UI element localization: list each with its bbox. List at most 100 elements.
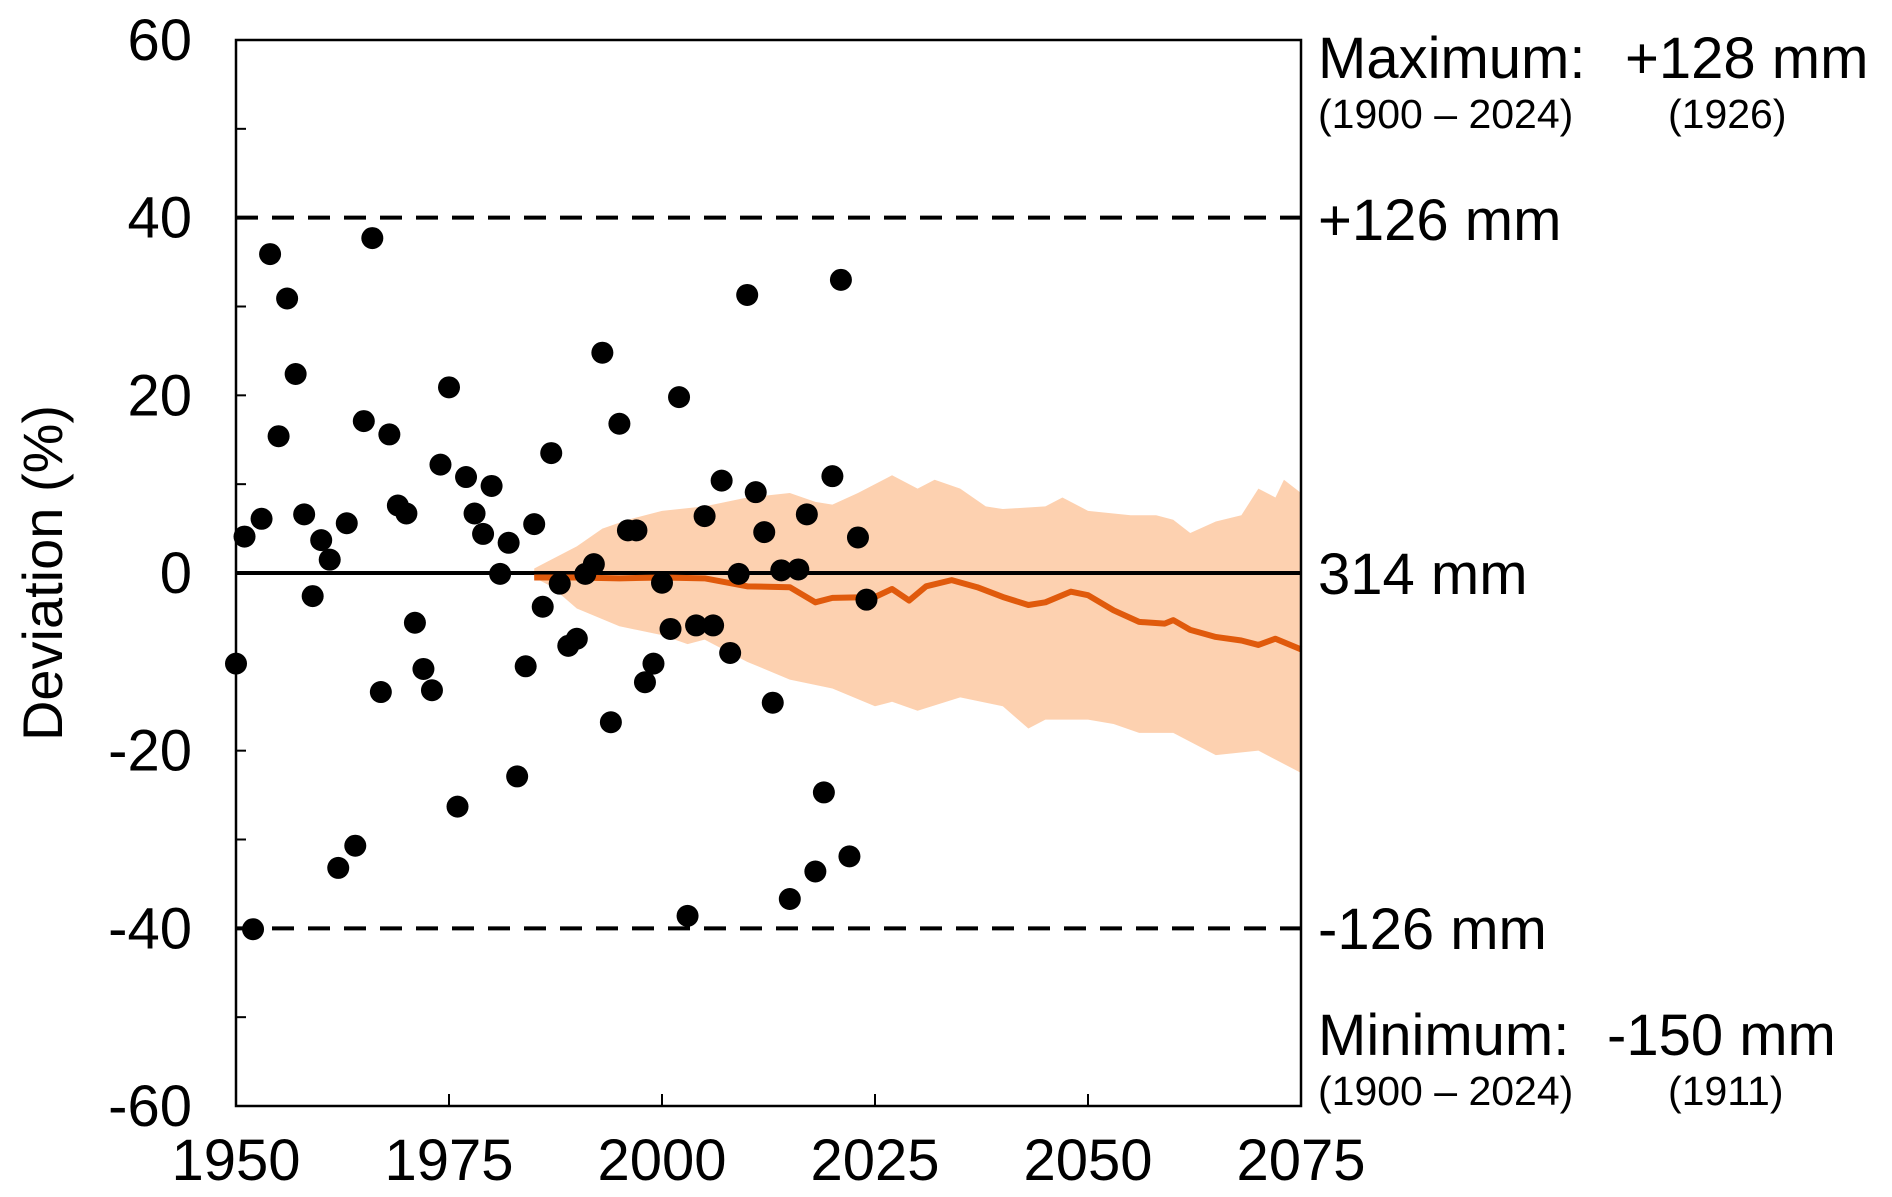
observation-point (693, 505, 716, 528)
observation-point (250, 507, 273, 530)
observation-point (540, 442, 563, 465)
observation-point (770, 559, 793, 582)
y-axis-label: Deviation (%) (11, 405, 74, 741)
observation-point (420, 679, 443, 702)
observation-point (310, 529, 333, 552)
y-tick-label: 60 (127, 8, 192, 73)
observation-point (293, 503, 316, 526)
observation-point (778, 888, 801, 911)
y-tick-label: -20 (108, 719, 192, 784)
observation-point (608, 412, 631, 435)
observation-point (489, 562, 512, 585)
y-tick-label: -40 (108, 896, 192, 961)
x-tick-label: 1950 (171, 1128, 300, 1193)
observation-point (821, 465, 844, 488)
observation-point (710, 469, 733, 492)
normal-value-label: 314 mm (1318, 542, 1528, 607)
observation-point (506, 765, 529, 788)
observation-point (352, 410, 375, 433)
observation-point (497, 531, 520, 554)
x-tick-label: 2050 (1023, 1128, 1152, 1193)
observation-point (625, 519, 648, 542)
projection-median-line (534, 574, 1303, 653)
observation-point (438, 376, 460, 399)
observation-point (855, 588, 878, 611)
x-tick-label: 2000 (597, 1128, 726, 1193)
observation-point (591, 341, 614, 364)
observation-point (812, 781, 835, 804)
observation-point (787, 558, 810, 581)
minimum-value: -150 mm (1607, 1003, 1836, 1068)
observation-point (702, 614, 725, 637)
y-tick-label: 40 (127, 186, 192, 251)
observation-point (242, 918, 265, 941)
lower-threshold-label: -126 mm (1318, 897, 1547, 962)
maximum-year: (1926) (1668, 91, 1787, 137)
observation-point (795, 503, 818, 526)
observation-point (659, 617, 682, 640)
x-tick-label: 2025 (810, 1128, 939, 1193)
minimum-annotation: Minimum: -150 mm (1900 – 2024) (1911) (1318, 1003, 1836, 1114)
observation-point (846, 526, 869, 549)
x-tick-label: 1975 (384, 1128, 513, 1193)
observation-point (753, 521, 776, 544)
observation-point (455, 466, 478, 489)
y-tick-label: -60 (108, 1074, 192, 1139)
observation-point (378, 423, 401, 446)
maximum-period: (1900 – 2024) (1318, 91, 1573, 137)
observation-point (804, 860, 827, 883)
observation-point (429, 453, 452, 476)
observation-point (335, 512, 358, 535)
observation-point (531, 595, 554, 618)
observation-point (472, 522, 495, 545)
observation-point (668, 386, 691, 409)
observation-point (463, 502, 486, 525)
observation-point (736, 283, 759, 306)
observation-point (633, 671, 656, 694)
observation-point (514, 655, 537, 678)
observation-point (344, 834, 367, 857)
observation-point (676, 904, 699, 927)
observation-point (685, 614, 708, 637)
observation-point (369, 681, 392, 704)
maximum-label: Maximum: (1318, 26, 1585, 91)
maximum-annotation: Maximum: +128 mm (1900 – 2024) (1926) (1318, 26, 1868, 137)
observation-point (318, 548, 341, 571)
observation-point (582, 553, 605, 576)
observation-point (599, 711, 622, 734)
observation-point (301, 585, 324, 608)
upper-threshold-label: +126 mm (1318, 188, 1561, 253)
observation-point (744, 481, 767, 504)
observation-point (565, 627, 588, 650)
observation-point (719, 641, 742, 664)
observation-point (838, 845, 861, 868)
observation-point (276, 287, 299, 310)
observation-point (267, 425, 290, 448)
observation-point (412, 657, 435, 680)
observation-point (233, 525, 256, 548)
minimum-year: (1911) (1668, 1068, 1783, 1114)
observation-point (548, 572, 571, 595)
observation-point (480, 474, 503, 497)
projection-range-band (534, 475, 1301, 773)
observation-point (523, 513, 546, 536)
observation-point (829, 268, 852, 291)
y-tick-label: 0 (160, 541, 192, 606)
observation-point (642, 652, 665, 675)
observation-point (651, 571, 673, 594)
minimum-period: (1900 – 2024) (1318, 1068, 1573, 1114)
minimum-label: Minimum: (1318, 1003, 1569, 1068)
y-tick-label: 20 (127, 363, 192, 428)
observation-point (727, 562, 750, 585)
observation-point (761, 691, 784, 714)
observation-point (403, 611, 426, 634)
observation-point (395, 502, 418, 525)
x-tick-label: 2075 (1236, 1128, 1365, 1193)
observation-point (284, 363, 307, 386)
observation-point (259, 243, 282, 266)
observation-point (446, 795, 469, 818)
maximum-value: +128 mm (1625, 26, 1868, 91)
observation-point (327, 856, 350, 879)
observation-point (361, 227, 384, 250)
